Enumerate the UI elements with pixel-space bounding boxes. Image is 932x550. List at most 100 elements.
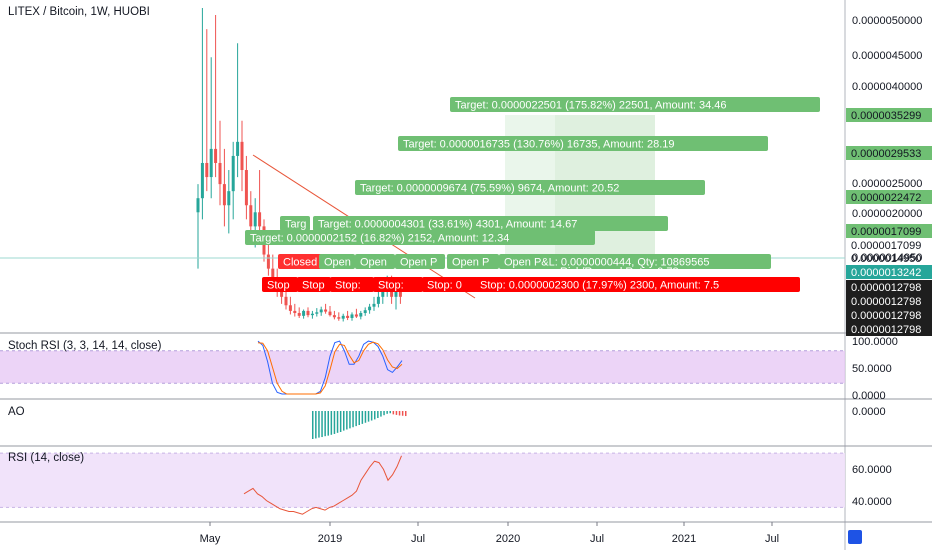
target-label-1: Target: 0.0000022501 (175.82%) 22501, Am… (455, 100, 727, 112)
price-badge-bg (846, 146, 932, 160)
ao-bar (398, 411, 401, 416)
open-tag-3: Open P (400, 257, 437, 269)
open-tag-2-bg (355, 254, 395, 269)
ao-bar (364, 411, 367, 423)
price-axis-tick: 0.0000025000 (852, 178, 922, 190)
ao-bar (318, 411, 320, 438)
price-badge: 0.0000012798 (851, 282, 921, 294)
ao-bar (324, 411, 326, 437)
target-label-5: Target: 0.0000002152 (16.82%) 2152, Amou… (250, 233, 509, 245)
price-axis-tick: 0.0000045000 (852, 50, 922, 62)
candle-body (324, 309, 328, 312)
ao-title: AO (8, 406, 25, 418)
open-tag-3-bg (395, 254, 445, 269)
candle-body (205, 162, 209, 178)
candle-body (381, 289, 385, 297)
ao-bar (380, 411, 382, 417)
target-label-1-bg (450, 97, 820, 112)
rsi-axis-tick: 40.0000 (852, 496, 892, 508)
open-tag-1-bg (319, 254, 355, 269)
candle-body (319, 309, 323, 313)
candle-body (218, 162, 222, 185)
target-label-3-bg (355, 180, 705, 195)
candle-body (332, 315, 336, 318)
ao-bar (336, 411, 339, 433)
stop-tag-1: Stop (267, 280, 290, 292)
ao-bar (401, 411, 404, 416)
stoch-axis-tick: 100.0000 (852, 336, 898, 348)
ao-bar (346, 411, 348, 430)
target-label-2-bg (398, 136, 768, 151)
target-label-4-bg (313, 216, 668, 231)
ao-bar (343, 411, 345, 431)
candle-body (227, 191, 231, 206)
candle-body (337, 317, 341, 319)
open-tag-1: Open (324, 257, 351, 269)
candle-body (350, 314, 354, 318)
time-axis-tick: Jul (765, 533, 779, 545)
price-axis-tick: 0.0000020000 (852, 208, 922, 220)
ao-bar (405, 411, 407, 417)
open-tag-2: Open (360, 257, 387, 269)
ao-bar (352, 411, 354, 428)
candle-body (222, 184, 226, 206)
candle-body (376, 296, 380, 304)
ao-bar (349, 411, 351, 429)
stoch-series-line (257, 340, 403, 395)
candle-body (394, 289, 398, 297)
tradingview-logo-icon (848, 530, 862, 544)
stoch-band (0, 350, 845, 384)
time-axis-tick: Jul (411, 533, 425, 545)
rsi-line (243, 455, 402, 515)
price-badge: 0.0000012798 (851, 310, 921, 322)
price-badge: 0.0000013242 (851, 267, 921, 279)
stop-label: Stop: 0.0000002300 (17.97%) 2300, Amount… (480, 280, 719, 292)
ao-bar (333, 411, 336, 434)
price-badge-bg (846, 190, 932, 204)
candle-body (341, 315, 345, 319)
candle-body (297, 313, 301, 316)
candle-body (240, 141, 244, 171)
stop-tag-5: Stop: 0 (427, 280, 462, 292)
rsi-band (0, 453, 845, 508)
ao-bar (330, 411, 333, 435)
candle-body (346, 315, 350, 318)
price-badge-bg (846, 224, 932, 238)
stoch-axis-tick: 50.0000 (852, 363, 892, 375)
ao-bar (339, 411, 342, 432)
ao-bar (383, 411, 385, 416)
candle-body (214, 148, 218, 163)
target-label-4a-bg (280, 216, 310, 231)
open-pnl-label: Open P&L: 0.0000000444, Qty: 10869565 (504, 257, 710, 269)
price-badge-bg (846, 322, 932, 336)
price-badge-bg (846, 294, 932, 308)
target-label-4: Target: 0.0000004301 (33.61%) 4301, Amou… (318, 219, 577, 231)
open-pnl-label-bg (499, 254, 771, 269)
stoch-axis-tick: 0.0000 (852, 390, 886, 402)
price-axis-tick: 0.0000040000 (852, 81, 922, 93)
candle-body (253, 212, 257, 227)
candle-body (280, 289, 284, 297)
price-badge-bg (846, 108, 932, 122)
price-badge: 0.0000022472 (851, 192, 921, 204)
stop-tag-4: Stop: (378, 280, 404, 292)
ao-bar (370, 411, 373, 421)
chart-title: LITEX / Bitcoin, 1W, HUOBI (8, 6, 150, 18)
candle-body (249, 205, 253, 227)
candle-body (293, 310, 297, 314)
candle-body (310, 313, 314, 316)
price-axis-tick: 0.0000050000 (852, 15, 922, 27)
candle-body (302, 310, 306, 316)
candle-body (231, 155, 235, 192)
time-axis-tick: 2020 (496, 533, 520, 545)
candle-body (266, 254, 270, 269)
stop-tag-1-bg (262, 277, 298, 292)
closed-tag-bg (278, 254, 322, 269)
candle-body (363, 310, 367, 314)
rsi-axis-tick: 60.0000 (852, 464, 892, 476)
risk-reward-label: Risk/Reward Ratio: 9.78 (560, 266, 679, 278)
ao-bar (315, 411, 317, 439)
candle-body (284, 296, 288, 306)
stop-tag-5-bg (422, 277, 478, 292)
